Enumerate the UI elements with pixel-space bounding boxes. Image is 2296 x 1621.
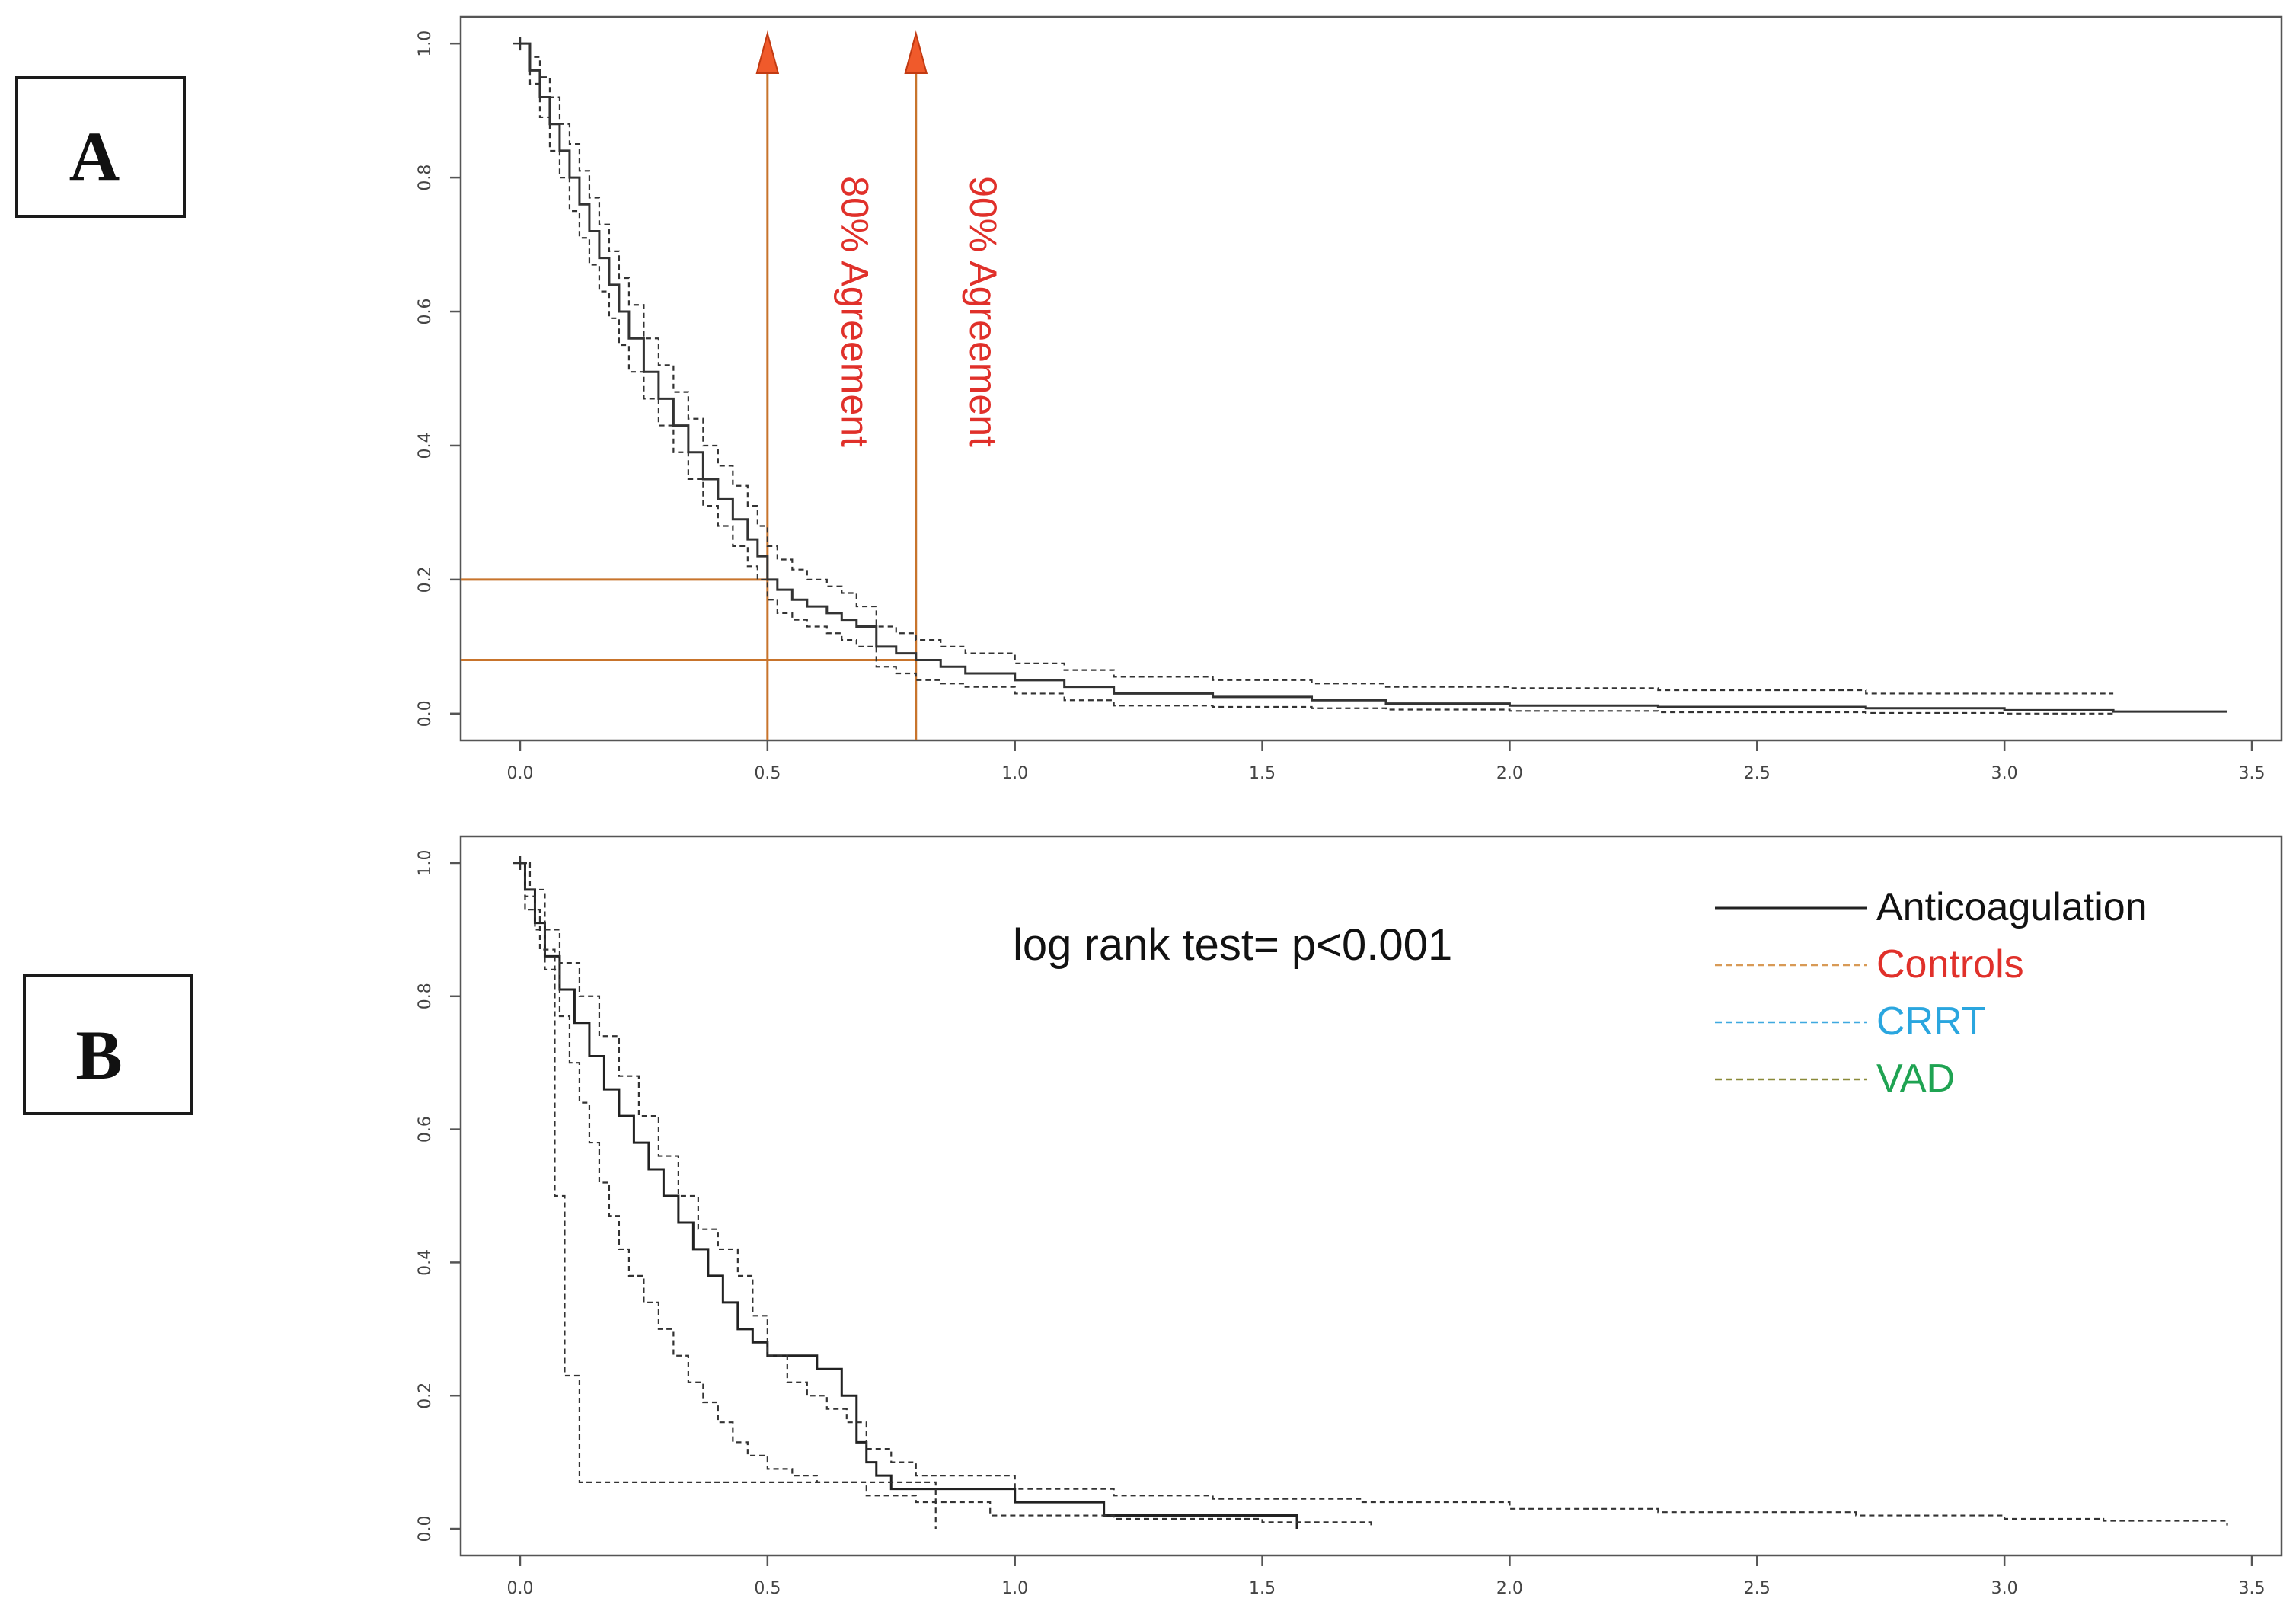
y-tick-label: 0.4	[416, 432, 435, 459]
x-tick-label: 1.0	[1001, 764, 1028, 783]
series-kaplan-meier-estimate	[519, 42, 2227, 713]
series-vad	[519, 862, 2228, 1526]
x-tick-label: 2.5	[1744, 764, 1771, 783]
start-marker	[513, 37, 527, 51]
panel-a-reference-lines	[461, 30, 928, 740]
log-rank-annotation: log rank test= p<0.001	[1013, 920, 1452, 970]
y-tick-label: 1.0	[416, 849, 435, 876]
series-lower-95-ci	[519, 43, 2114, 715]
legend-entry: Anticoagulation	[1876, 885, 2148, 929]
agreement-annotation: 80% Agreement	[833, 176, 876, 447]
panel-a-series	[513, 37, 2227, 715]
panel-b-plot: 0.0 0.5 1.0 1.5 2.0 2.5 3.0 3.5 0.0 0.2 0.4 0.6 0.8 1…	[416, 835, 2283, 1598]
x-tick-label: 3.0	[1991, 1579, 2018, 1598]
y-tick-label: 0.0	[416, 1516, 435, 1543]
x-tick-label: 1.0	[1001, 1579, 1028, 1598]
panel-b-letter: B	[75, 1016, 122, 1094]
panel-a-label-box: A	[15, 76, 186, 218]
x-tick-label: 1.5	[1249, 764, 1276, 783]
y-tick-label: 0.2	[416, 1383, 435, 1409]
x-tick-label: 2.0	[1496, 764, 1523, 783]
series-anticoagulation	[519, 862, 1298, 1530]
panel-b-series	[513, 855, 2228, 1530]
arrow-head-icon	[755, 30, 780, 74]
panel-b-axes: 0.0 0.5 1.0 1.5 2.0 2.5 3.0 3.5 0.0 0.2 0.4 0.6 0.8 1…	[416, 849, 2266, 1598]
x-tick-label: 2.5	[1744, 1579, 1771, 1598]
x-tick-label: 1.5	[1249, 1579, 1276, 1598]
y-tick-label: 1.0	[416, 30, 435, 57]
series-controls	[519, 862, 937, 1530]
start-marker	[513, 855, 527, 870]
x-tick-label: 0.5	[754, 764, 781, 783]
x-tick-label: 0.0	[506, 764, 533, 783]
panel-a-axes: 0.0 0.5 1.0 1.5 2.0 2.5 3.0 3.5 0.0 0.2 0.4 0.6 0.8 1…	[416, 30, 2266, 783]
x-tick-label: 3.0	[1991, 764, 2018, 783]
x-tick-label: 3.5	[2239, 764, 2266, 783]
panel-b-frame	[459, 835, 2283, 1557]
x-tick-label: 3.5	[2239, 1579, 2266, 1598]
x-tick-label: 0.0	[506, 1579, 533, 1598]
y-tick-label: 0.8	[416, 165, 435, 191]
x-tick-label: 0.5	[754, 1579, 781, 1598]
y-tick-label: 0.0	[416, 700, 435, 727]
series-upper-95-ci	[519, 43, 2114, 695]
panel-b-legend: Anticoagulation Controls CRRT VAD	[1715, 885, 2148, 1101]
agreement-annotation: 90% Agreement	[962, 176, 1004, 447]
y-tick-label: 0.6	[416, 1116, 435, 1143]
y-tick-label: 0.8	[416, 983, 435, 1009]
panel-a-frame	[459, 15, 2283, 742]
panel-a-annotations: 80% Agreement 90% Agreement	[833, 176, 1004, 447]
x-tick-label: 2.0	[1496, 1579, 1523, 1598]
arrow-head-icon	[904, 30, 928, 74]
y-tick-label: 0.2	[416, 566, 435, 593]
legend-entry: CRRT	[1876, 999, 1985, 1044]
legend-entry: VAD	[1876, 1057, 1955, 1101]
y-tick-label: 0.4	[416, 1249, 435, 1276]
legend-entry: Controls	[1876, 942, 2024, 986]
panel-b-label-box: B	[23, 974, 193, 1115]
panel-a-plot: 0.0 0.5 1.0 1.5 2.0 2.5 3.0 3.5 0.0 0.2 0.4 0.6 0.8 1…	[416, 15, 2283, 783]
panel-a-letter: A	[69, 117, 120, 195]
y-tick-label: 0.6	[416, 299, 435, 325]
